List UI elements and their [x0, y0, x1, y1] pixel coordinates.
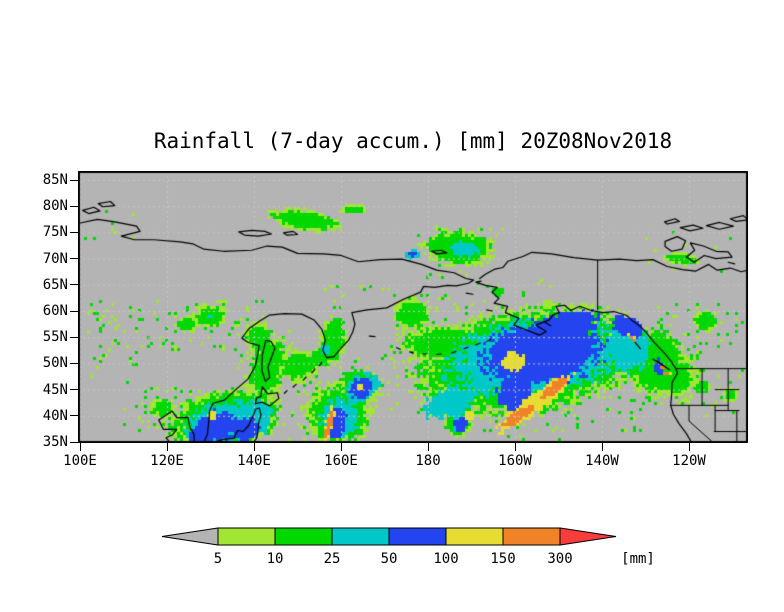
- figure-title: Rainfall (7-day accum.) [mm] 20Z08Nov201…: [153, 129, 673, 153]
- lon-tick: [166, 443, 168, 451]
- colorbar-segment: [502, 527, 561, 546]
- lon-tick: [601, 443, 603, 451]
- lat-tick-label: 50N: [42, 355, 68, 372]
- lon-tick: [79, 443, 81, 451]
- colorbar-level-label: 25: [323, 551, 341, 567]
- lat-tick-label: 55N: [42, 329, 68, 346]
- colorbar-segment: [331, 527, 390, 546]
- lon-tick: [514, 443, 516, 451]
- lat-tick: [70, 258, 78, 260]
- lon-tick: [427, 443, 429, 451]
- lat-tick-label: 40N: [42, 407, 68, 424]
- rainfall-map: [78, 171, 748, 443]
- lat-tick-label: 85N: [42, 172, 68, 188]
- colorbar-level-label: 50: [380, 551, 398, 567]
- colorbar-segment: [445, 527, 504, 546]
- colorbar-segment: [388, 527, 447, 546]
- lon-tick-label: 180: [415, 453, 441, 469]
- lon-tick: [688, 443, 690, 451]
- lon-tick: [253, 443, 255, 451]
- lat-tick: [70, 179, 78, 181]
- lat-tick: [70, 336, 78, 338]
- lon-tick-label: 120E: [150, 453, 184, 469]
- lat-tick-label: 75N: [42, 224, 68, 241]
- lon-tick-label: 140E: [237, 453, 271, 469]
- lon-tick-label: 120W: [672, 453, 706, 469]
- lat-tick: [70, 441, 78, 443]
- lon-tick-label: 100E: [63, 453, 97, 469]
- lon-tick-label: 140W: [585, 453, 619, 469]
- lat-tick: [70, 389, 78, 391]
- lon-tick-label: 160E: [324, 453, 358, 469]
- colorbar-high-arrow: [559, 527, 617, 546]
- lat-tick-label: 35N: [42, 434, 68, 450]
- lat-tick: [70, 231, 78, 233]
- colorbar-level-label: 100: [433, 551, 459, 567]
- lon-tick: [340, 443, 342, 451]
- colorbar-level-label: 300: [547, 551, 573, 567]
- colorbar-low-arrow: [161, 527, 219, 546]
- colorbar-segment: [274, 527, 333, 546]
- lat-tick-label: 45N: [42, 381, 68, 398]
- lat-tick: [70, 362, 78, 364]
- lat-tick: [70, 415, 78, 417]
- lat-tick-label: 80N: [42, 198, 68, 215]
- lat-tick-label: 70N: [42, 250, 68, 267]
- colorbar-segment: [217, 527, 276, 546]
- lat-tick-label: 65N: [42, 276, 68, 293]
- lat-tick: [70, 205, 78, 207]
- colorbar-units-label: [mm]: [621, 551, 655, 567]
- lat-tick-label: 60N: [42, 303, 68, 319]
- colorbar-level-label: 150: [490, 551, 516, 567]
- lat-tick: [70, 310, 78, 312]
- colorbar-level-label: 10: [266, 551, 284, 567]
- lat-tick: [70, 284, 78, 286]
- colorbar-level-label: 5: [213, 551, 223, 567]
- lon-tick-label: 160W: [498, 453, 532, 469]
